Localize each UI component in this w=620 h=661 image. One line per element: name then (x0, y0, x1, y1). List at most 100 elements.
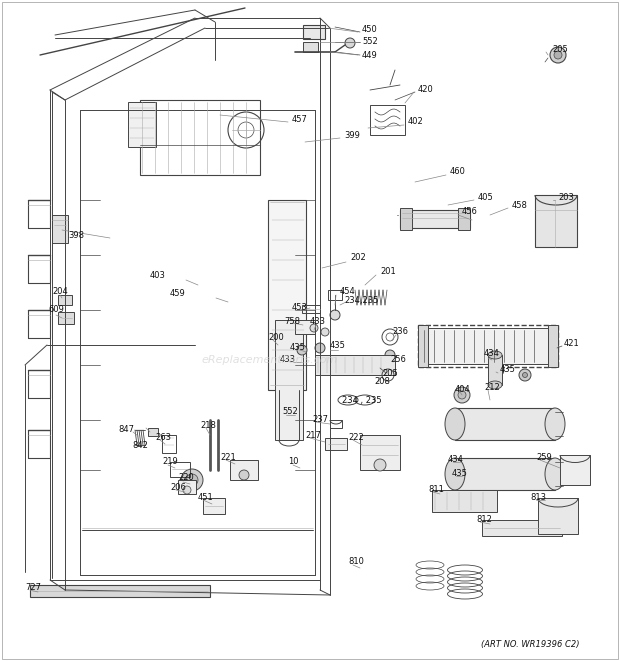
Bar (58, 295, 72, 305)
Bar (560, 455, 590, 485)
Text: 405: 405 (478, 194, 494, 202)
Text: 454: 454 (340, 288, 356, 297)
Text: 218: 218 (200, 422, 216, 430)
Circle shape (330, 310, 340, 320)
Text: 459: 459 (170, 290, 186, 299)
Text: 435: 435 (500, 366, 516, 375)
Ellipse shape (445, 408, 465, 440)
Ellipse shape (488, 351, 502, 359)
Bar (330, 420, 342, 428)
Bar (482, 520, 562, 536)
Text: 449: 449 (362, 52, 378, 61)
Circle shape (181, 469, 203, 491)
Text: 256: 256 (390, 356, 406, 364)
Text: 263: 263 (155, 434, 171, 442)
Text: 206: 206 (170, 483, 186, 492)
Circle shape (492, 364, 504, 376)
Text: 609: 609 (48, 305, 64, 315)
Bar (170, 462, 190, 477)
Text: 202: 202 (350, 254, 366, 262)
Text: 434: 434 (484, 350, 500, 358)
Text: eReplacementParts.com: eReplacementParts.com (202, 355, 338, 365)
Circle shape (345, 38, 355, 48)
Text: 212: 212 (484, 383, 500, 393)
Text: 201: 201 (380, 268, 396, 276)
Text: 234 , 235: 234 , 235 (342, 395, 382, 405)
Text: 435: 435 (452, 469, 468, 479)
Bar (548, 325, 558, 367)
Bar (30, 585, 210, 597)
Text: 434: 434 (448, 455, 464, 465)
Bar (422, 328, 555, 364)
Text: 460: 460 (450, 167, 466, 176)
Text: 847: 847 (118, 426, 134, 434)
Text: 453: 453 (292, 303, 308, 313)
Text: 398: 398 (68, 231, 84, 239)
Text: 237: 237 (312, 416, 328, 424)
Bar (418, 325, 558, 367)
Ellipse shape (488, 381, 502, 389)
Text: 10: 10 (288, 457, 298, 467)
Bar (203, 498, 225, 514)
Bar (538, 498, 578, 534)
Bar (370, 105, 405, 135)
Bar (268, 200, 306, 390)
Text: 433: 433 (280, 356, 296, 364)
Text: 204: 204 (52, 288, 68, 297)
Circle shape (554, 51, 562, 59)
Text: 205: 205 (382, 369, 398, 379)
Text: 727: 727 (25, 584, 41, 592)
Ellipse shape (545, 408, 565, 440)
Text: 758: 758 (284, 317, 300, 327)
Circle shape (495, 368, 500, 373)
Bar (400, 208, 412, 230)
Bar (535, 195, 577, 247)
Text: 203: 203 (558, 194, 574, 202)
Bar (162, 435, 176, 453)
Ellipse shape (445, 458, 465, 490)
Text: 458: 458 (512, 200, 528, 210)
Text: 810: 810 (348, 557, 364, 566)
Text: 219: 219 (162, 457, 178, 467)
Circle shape (550, 47, 566, 63)
Bar (52, 215, 68, 243)
Text: 222: 222 (348, 434, 364, 442)
Text: 456: 456 (462, 208, 478, 217)
Text: 217: 217 (305, 432, 321, 440)
Bar (315, 355, 395, 375)
Bar (275, 320, 303, 440)
Bar (325, 438, 347, 450)
Text: 200: 200 (268, 334, 284, 342)
Circle shape (239, 470, 249, 480)
Bar (455, 408, 555, 440)
Bar (230, 460, 258, 480)
Bar (140, 100, 260, 175)
Text: 402: 402 (408, 118, 423, 126)
Bar (488, 355, 502, 385)
Bar (58, 312, 74, 324)
Bar (455, 458, 555, 490)
Text: 435: 435 (290, 344, 306, 352)
Circle shape (315, 343, 325, 353)
Circle shape (519, 369, 531, 381)
Text: 433: 433 (310, 317, 326, 327)
Bar (303, 42, 318, 52)
Text: 811: 811 (428, 485, 444, 494)
Circle shape (523, 373, 528, 377)
Circle shape (454, 387, 470, 403)
Bar (400, 210, 470, 228)
Text: 220: 220 (178, 473, 193, 483)
Bar (295, 320, 315, 334)
Text: 842: 842 (132, 440, 148, 449)
Text: 208: 208 (374, 377, 390, 387)
Text: 813: 813 (530, 494, 546, 502)
Text: 205: 205 (552, 46, 568, 54)
Text: 403: 403 (150, 272, 166, 280)
Text: 420: 420 (418, 85, 434, 95)
Text: 552: 552 (282, 407, 298, 416)
Circle shape (310, 324, 318, 332)
Bar (360, 435, 400, 470)
Bar (303, 25, 325, 39)
Text: 234,235: 234,235 (344, 295, 378, 305)
Text: 457: 457 (292, 116, 308, 124)
